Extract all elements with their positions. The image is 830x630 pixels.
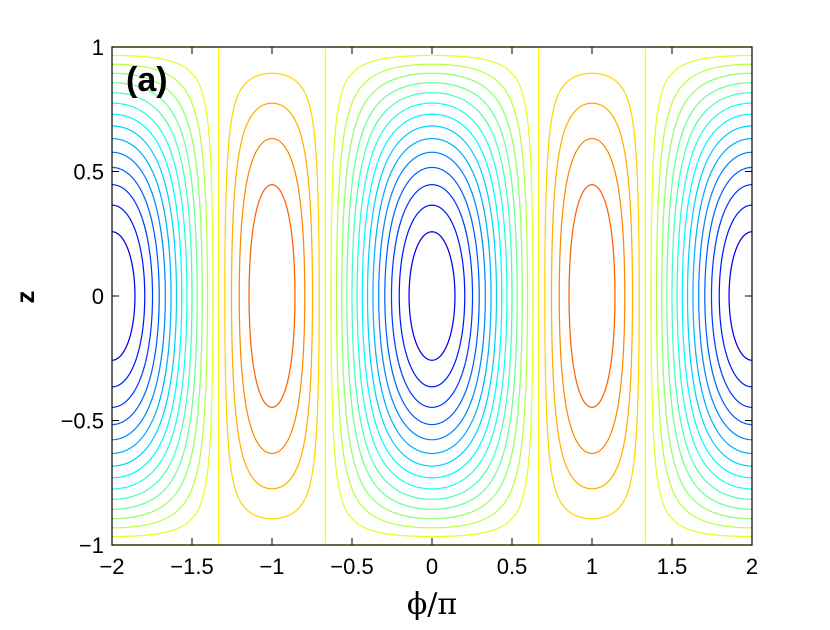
x-axis-ticks: −2 −1.5 −1 −0.5 0 0.5 1 1.5 2 [99, 47, 758, 579]
contour-level-6 [111, 166, 753, 426]
contour-level-15 [112, 63, 752, 529]
y-axis-label: z [10, 291, 40, 304]
y-tick-label: 1 [92, 35, 104, 60]
contour-level-10 [111, 113, 753, 479]
y-tick-label: −1 [79, 533, 104, 558]
x-axis-label: ϕ/π [407, 587, 457, 622]
x-tick-label: −2 [99, 554, 124, 579]
x-tick-label: −1.5 [170, 554, 213, 579]
contour-level-9 [111, 125, 753, 467]
x-tick-label: 1.5 [657, 554, 688, 579]
x-tick-label: 0.5 [497, 554, 528, 579]
contour-level-7 [111, 151, 753, 441]
x-tick-label: −0.5 [330, 554, 373, 579]
contour-level-18 [224, 72, 640, 520]
x-tick-label: 2 [746, 554, 758, 579]
contour-level-11 [111, 102, 753, 490]
y-axis-ticks: 1 0.5 0 −0.5 −1 [61, 35, 752, 558]
contour-level-4 [111, 204, 753, 388]
y-tick-label: 0.5 [73, 160, 104, 185]
contour-level-13 [111, 82, 753, 510]
contour-level-16 [111, 54, 753, 538]
contour-lines [111, 46, 753, 546]
contour-level-20 [238, 137, 626, 455]
contour-level-3 [111, 231, 753, 361]
x-tick-label: 1 [586, 554, 598, 579]
contour-level-19 [230, 102, 634, 490]
panel-label: (a) [126, 61, 168, 99]
x-tick-label: 0 [426, 554, 438, 579]
contour-level-5 [111, 184, 753, 408]
y-tick-label: −0.5 [61, 409, 104, 434]
contour-level-14 [111, 72, 753, 520]
contour-level-21 [248, 184, 616, 408]
y-tick-label: 0 [92, 284, 104, 309]
contour-level-8 [111, 137, 753, 455]
contour-level-12 [111, 92, 753, 500]
x-tick-label: −1 [259, 554, 284, 579]
